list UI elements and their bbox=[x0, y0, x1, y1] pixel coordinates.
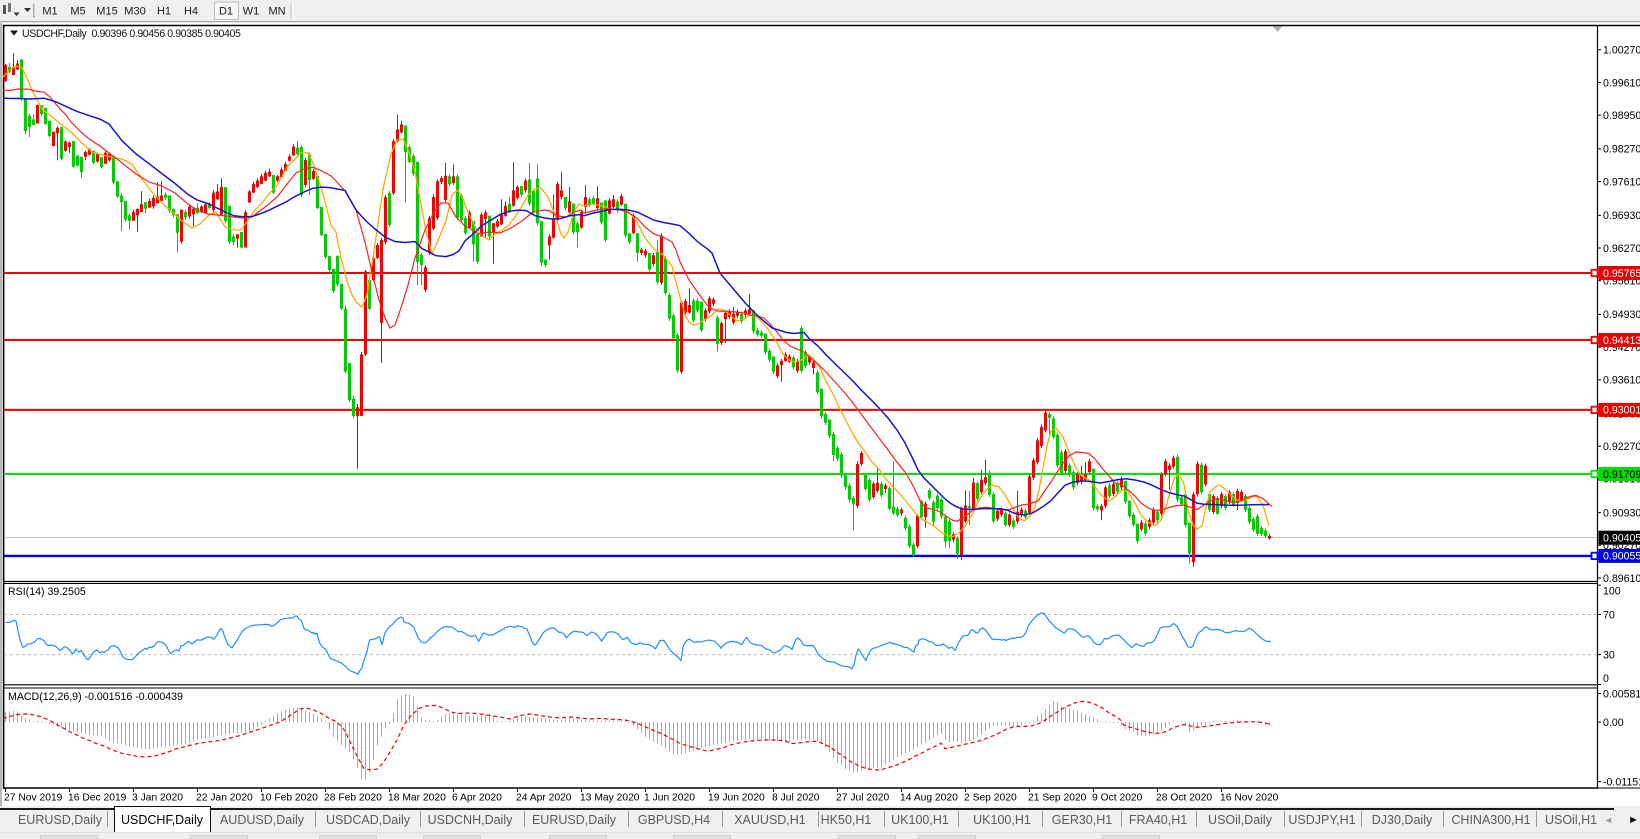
svg-text:0: 0 bbox=[1603, 673, 1609, 685]
svg-text:0.98270: 0.98270 bbox=[1603, 144, 1640, 156]
svg-text:27 Nov 2019: 27 Nov 2019 bbox=[4, 793, 63, 804]
svg-text:MN: MN bbox=[268, 6, 285, 18]
svg-text:70: 70 bbox=[1603, 609, 1615, 621]
svg-text:16 Nov 2020: 16 Nov 2020 bbox=[1220, 793, 1279, 804]
svg-text:M5: M5 bbox=[70, 6, 85, 18]
svg-text:M1: M1 bbox=[42, 6, 57, 18]
svg-text:0.98950: 0.98950 bbox=[1603, 110, 1640, 122]
svg-text:W1: W1 bbox=[243, 6, 260, 18]
svg-text:0.005818: 0.005818 bbox=[1603, 688, 1640, 700]
svg-text:19 Jun 2020: 19 Jun 2020 bbox=[708, 793, 765, 804]
svg-text:0.97610: 0.97610 bbox=[1603, 176, 1640, 188]
svg-text:28 Feb 2020: 28 Feb 2020 bbox=[324, 793, 382, 804]
svg-text:0.94930: 0.94930 bbox=[1603, 309, 1640, 321]
svg-text:0.95765: 0.95765 bbox=[1603, 268, 1640, 280]
svg-text:24 Apr 2020: 24 Apr 2020 bbox=[516, 793, 572, 804]
svg-text:28 Oct 2020: 28 Oct 2020 bbox=[1156, 793, 1212, 804]
svg-text:H1: H1 bbox=[157, 6, 171, 18]
svg-text:8 Jul 2020: 8 Jul 2020 bbox=[772, 793, 820, 804]
svg-text:22 Jan 2020: 22 Jan 2020 bbox=[196, 793, 253, 804]
svg-text:MACD(12,26,9) -0.001516 -0.000: MACD(12,26,9) -0.001516 -0.000439 bbox=[8, 691, 183, 703]
svg-text:M15: M15 bbox=[96, 6, 117, 18]
svg-text:3 Jan 2020: 3 Jan 2020 bbox=[132, 793, 183, 804]
svg-text:10 Feb 2020: 10 Feb 2020 bbox=[260, 793, 318, 804]
svg-text:100: 100 bbox=[1603, 585, 1621, 597]
svg-text:0.93610: 0.93610 bbox=[1603, 375, 1640, 387]
svg-text:16 Dec 2019: 16 Dec 2019 bbox=[68, 793, 127, 804]
svg-text:1 Jun 2020: 1 Jun 2020 bbox=[644, 793, 695, 804]
svg-text:0.96930: 0.96930 bbox=[1603, 210, 1640, 222]
svg-text:-0.011514: -0.011514 bbox=[1603, 776, 1640, 788]
svg-text:14 Aug 2020: 14 Aug 2020 bbox=[900, 793, 958, 804]
svg-text:30: 30 bbox=[1603, 649, 1615, 661]
svg-text:0.96270: 0.96270 bbox=[1603, 243, 1640, 255]
svg-text:H4: H4 bbox=[184, 6, 198, 18]
svg-text:6 Apr 2020: 6 Apr 2020 bbox=[452, 793, 502, 804]
svg-text:USDCHF,Daily 0.90396 0.90456: USDCHF,Daily 0.90396 0.90456 0.90385 0.9… bbox=[22, 28, 241, 40]
svg-text:0.89610: 0.89610 bbox=[1603, 573, 1640, 585]
svg-text:13 May 2020: 13 May 2020 bbox=[580, 793, 640, 804]
svg-text:0.99610: 0.99610 bbox=[1603, 77, 1640, 89]
svg-text:21 Sep 2020: 21 Sep 2020 bbox=[1028, 793, 1087, 804]
svg-text:9 Oct 2020: 9 Oct 2020 bbox=[1092, 793, 1143, 804]
svg-text:0.91709: 0.91709 bbox=[1603, 469, 1640, 481]
svg-text:0.90930: 0.90930 bbox=[1603, 507, 1640, 519]
svg-text:RSI(14) 39.2505: RSI(14) 39.2505 bbox=[8, 586, 86, 598]
svg-text:0.00: 0.00 bbox=[1603, 717, 1624, 729]
svg-text:0.90055: 0.90055 bbox=[1603, 551, 1640, 563]
svg-text:1.00270: 1.00270 bbox=[1603, 45, 1640, 57]
svg-text:27 Jul 2020: 27 Jul 2020 bbox=[836, 793, 890, 804]
svg-text:0.92270: 0.92270 bbox=[1603, 441, 1640, 453]
svg-text:M30: M30 bbox=[124, 6, 145, 18]
svg-text:D1: D1 bbox=[219, 6, 233, 18]
svg-text:2 Sep 2020: 2 Sep 2020 bbox=[964, 793, 1017, 804]
svg-text:0.94413: 0.94413 bbox=[1603, 335, 1640, 347]
svg-text:0.93001: 0.93001 bbox=[1603, 405, 1640, 417]
svg-text:0.90405: 0.90405 bbox=[1603, 533, 1640, 545]
svg-text:18 Mar 2020: 18 Mar 2020 bbox=[388, 793, 446, 804]
